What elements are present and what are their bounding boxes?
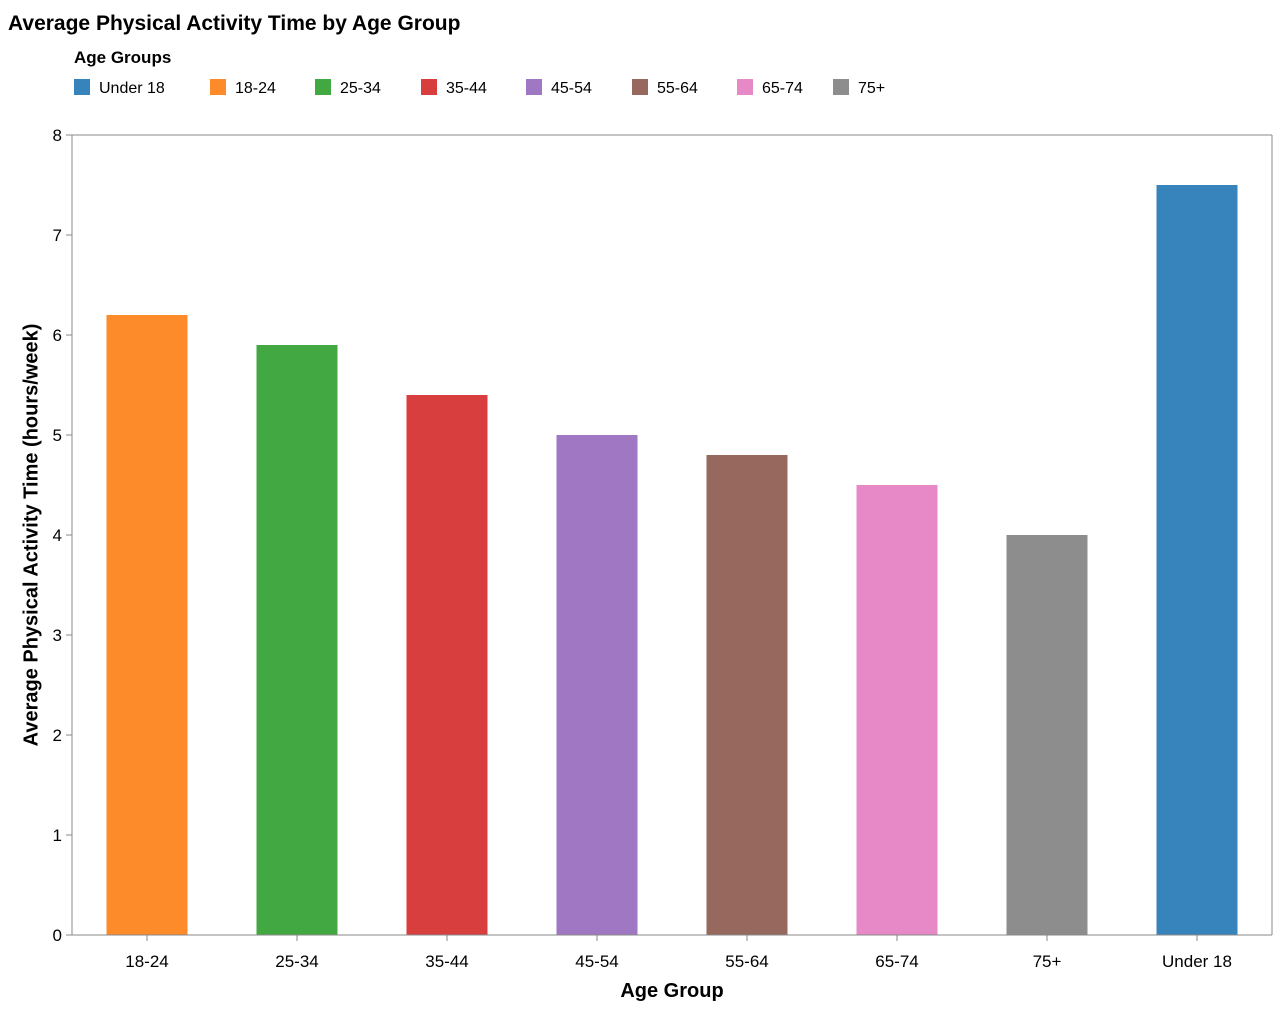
x-tick-label: 45-54 <box>575 952 618 971</box>
legend-swatch-25-34 <box>315 79 331 95</box>
x-axis-title: Age Group <box>620 980 723 1002</box>
y-tick-label: 1 <box>53 826 62 845</box>
bars <box>106 185 1238 935</box>
legend-swatch-45-54 <box>526 79 542 95</box>
x-tick-label: 35-44 <box>425 952 468 971</box>
y-tick-label: 8 <box>53 126 62 145</box>
y-tick-label: 0 <box>53 926 62 945</box>
legend-label: 18-24 <box>235 80 276 97</box>
y-axis-title: Average Physical Activity Time (hours/we… <box>20 324 42 747</box>
legend-label: Under 18 <box>99 80 165 97</box>
legend-swatch-65-74 <box>737 79 753 95</box>
bar-75-[interactable] <box>1006 535 1088 935</box>
y-tick-label: 3 <box>53 626 62 645</box>
bar-65-74[interactable] <box>856 485 938 935</box>
legend-label: 75+ <box>858 80 885 97</box>
x-axis-ticks: 18-24 25-34 35-44 45-54 55-64 65-74 75+ Under 1… <box>125 935 1232 971</box>
bar-under-18[interactable] <box>1156 185 1238 935</box>
y-tick-label: 5 <box>53 426 62 445</box>
y-tick-label: 6 <box>53 326 62 345</box>
bar-35-44[interactable] <box>406 395 488 935</box>
y-axis-ticks: 0 1 2 3 4 5 6 7 8 <box>53 126 72 945</box>
x-tick-label: 25-34 <box>275 952 318 971</box>
bar-55-64[interactable] <box>706 455 788 935</box>
plot-area: 0 1 2 3 4 5 6 7 8 18-24 25-34 35-44 45-54 55-64 65-74… <box>53 126 1273 971</box>
x-tick-label: 55-64 <box>725 952 768 971</box>
bar-18-24[interactable] <box>106 315 188 935</box>
y-tick-label: 2 <box>53 726 62 745</box>
legend-label: 25-34 <box>340 80 381 97</box>
x-tick-label: 18-24 <box>125 952 168 971</box>
x-tick-label: 65-74 <box>875 952 918 971</box>
chart-title: Average Physical Activity Time by Age Gr… <box>8 12 460 35</box>
legend-label: 35-44 <box>446 80 487 97</box>
legend-label: 55-64 <box>657 80 698 97</box>
legend-label: 65-74 <box>762 80 803 97</box>
legend-swatch-18-24 <box>210 79 226 95</box>
bar-25-34[interactable] <box>256 345 338 935</box>
x-tick-label: Under 18 <box>1162 952 1232 971</box>
legend-swatch-75- <box>833 79 849 95</box>
legend: Age Groups Under 18 18-24 25-34 35-44 45-54 5… <box>74 48 885 97</box>
y-tick-label: 7 <box>53 226 62 245</box>
legend-items: Under 18 18-24 25-34 35-44 45-54 55-64 65-74 75… <box>74 79 885 97</box>
y-tick-label: 4 <box>53 526 62 545</box>
legend-title: Age Groups <box>74 48 171 67</box>
legend-swatch-55-64 <box>632 79 648 95</box>
legend-swatch-under-18 <box>74 79 90 95</box>
legend-label: 45-54 <box>551 80 592 97</box>
bar-45-54[interactable] <box>556 435 638 935</box>
legend-swatch-35-44 <box>421 79 437 95</box>
x-tick-label: 75+ <box>1033 952 1062 971</box>
